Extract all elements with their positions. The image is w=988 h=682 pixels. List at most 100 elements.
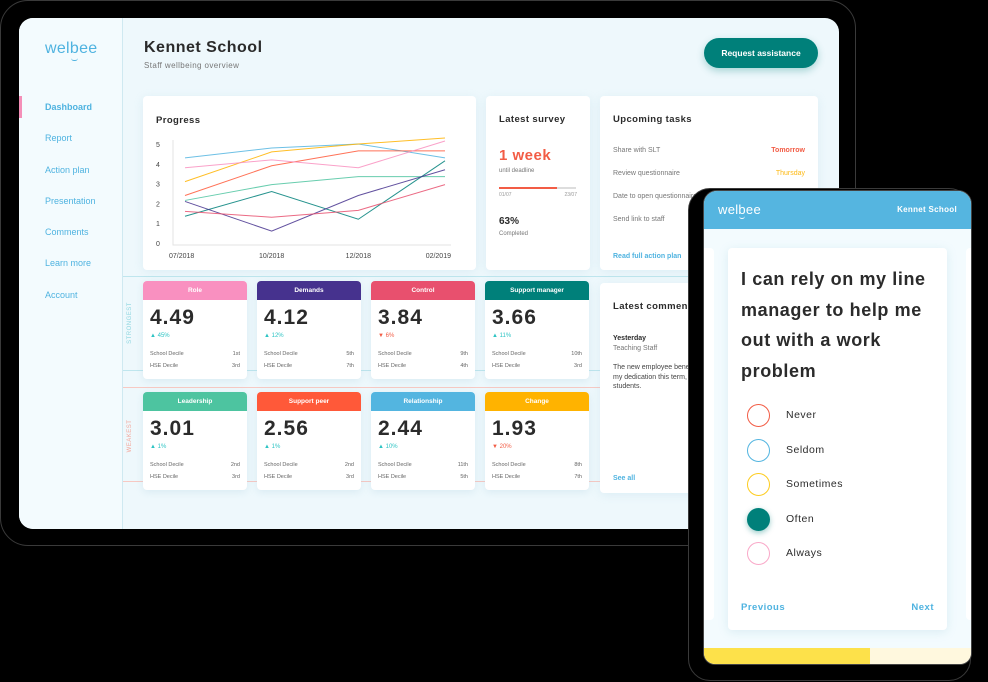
score-category: Relationship [371,392,475,411]
previous-button[interactable]: Previous [741,602,786,613]
score-category: Demands [257,281,361,300]
hse-decile-label: HSE Decile [264,474,293,480]
task-item[interactable]: Date to open questionnaire [613,193,805,205]
next-question-card-peek[interactable] [966,248,971,620]
task-due: Thursday [775,170,805,177]
option-label: Often [786,512,815,525]
tablet-device: welbee Dashboard Report Action plan Pres… [0,0,856,546]
hse-decile-label: HSE Decile [150,474,179,480]
see-all-comments-link[interactable]: See all [613,475,636,482]
survey-deadline-bar [499,187,576,189]
school-decile-label: School Decile [264,351,298,357]
school-decile-label: School Decile [150,351,184,357]
series-line-change[interactable] [184,137,446,183]
sidebar-item-dashboard[interactable]: Dashboard [19,95,122,129]
survey-deadline-value: 1 week [499,147,552,164]
hse-decile-row: HSE Decile 7th [492,474,582,480]
survey-completed-percent: 63% [499,216,520,227]
score-card-control[interactable]: Control 3.84 ▼ 6% School Decile 9th HSE Decil… [371,281,475,379]
task-name: Date to open questionnaire [613,193,698,200]
hse-decile-value: 3rd [232,363,240,369]
score-change: ▼ 20% [492,444,512,450]
score-change-value: 6% [385,333,395,339]
triangle-up-icon: ▲ [150,444,156,450]
task-name: Send link to staff [613,216,665,223]
series-line-leadership[interactable] [184,176,445,201]
next-button[interactable]: Next [911,602,934,613]
radio-button[interactable] [747,473,770,496]
score-card-support-manager[interactable]: Support manager 3.66 ▲ 11% School Decile 10t… [485,281,589,379]
phone-logo-text: welbee [718,202,761,217]
task-item[interactable]: Send link to staff [613,216,805,228]
hse-decile-row: HSE Decile 3rd [150,363,240,369]
radio-button[interactable] [747,438,770,462]
task-item[interactable]: Review questionnaire Thursday [613,170,805,182]
score-card-relationship[interactable]: Relationship 2.44 ▲ 10% School Decile 11th HS… [371,392,475,490]
sidebar-item-learn-more[interactable]: Learn more [45,258,92,269]
series-line-demands[interactable] [184,169,446,232]
score-card-leadership[interactable]: Leadership 3.01 ▲ 1% School Decile 2nd HSE De… [143,392,247,490]
sidebar-item-action-plan[interactable]: Action plan [45,164,90,175]
score-change: ▲ 11% [492,333,511,339]
score-card-change[interactable]: Change 1.93 ▼ 20% School Decile 8th HSE Decil… [485,392,589,490]
score-card-role[interactable]: Role 4.49 ▲ 45% School Decile 1st HSE Decile 3… [143,281,247,379]
score-card-demands[interactable]: Demands 4.12 ▲ 12% School Decile 5th HSE Deci… [257,281,361,379]
welbee-logo[interactable]: welbee [45,40,98,61]
hse-decile-label: HSE Decile [492,474,521,480]
hse-decile-label: HSE Decile [150,363,179,369]
weakest-band-bottom-line [123,481,839,482]
task-name: Review questionnaire [613,170,680,177]
phone-school-name: Kennet School [897,205,957,214]
school-decile-value: 2nd [344,462,354,468]
y-tick-label: 5 [156,142,160,149]
score-category: Control [371,281,475,300]
radio-button[interactable] [747,507,770,531]
radio-button[interactable] [747,404,770,427]
survey-completed-label: Completed [499,231,529,237]
option-label: Never [786,409,817,421]
score-change: ▲ 10% [378,444,398,450]
x-tick-label: 10/2018 [259,253,284,260]
series-line-control[interactable] [184,184,446,218]
sidebar-item-account[interactable]: Account [45,289,78,300]
series-line-support-peer[interactable] [184,150,445,196]
hse-decile-label: HSE Decile [378,474,407,480]
comment-author-group: Teaching Staff [613,345,658,352]
score-change-value: 10% [385,444,398,450]
sidebar-item-report[interactable]: Report [45,133,73,144]
comments-title: Latest comments [613,301,698,312]
read-action-plan-link[interactable]: Read full action plan [613,253,682,260]
radio-button[interactable] [747,542,770,565]
sidebar-item-comments[interactable]: Comments [45,227,89,238]
score-change-value: 11% [499,333,512,339]
score-category: Change [485,392,589,411]
request-assistance-button[interactable]: Request assistance [704,38,818,68]
sidebar-item-presentation[interactable]: Presentation [45,195,96,206]
hse-decile-value: 4th [460,363,468,369]
school-decile-value: 9th [460,351,468,357]
series-line-support-manager[interactable] [184,160,446,220]
y-tick-label: 3 [156,182,160,189]
score-change: ▲ 1% [264,444,280,450]
previous-question-card-peek[interactable] [704,248,714,620]
score-value: 4.12 [264,306,309,329]
y-tick-label: 0 [156,241,160,248]
survey-until-label: until deadline [499,168,535,174]
task-item[interactable]: Share with SLT Tomorrow [613,147,805,159]
logo-text: welbee [45,40,98,57]
task-due: Tomorrow [771,147,805,154]
hse-decile-row: HSE Decile 3rd [150,474,240,480]
score-change-value: 1% [271,444,281,450]
school-decile-row: School Decile 8th [492,462,582,468]
school-decile-label: School Decile [264,462,298,468]
school-decile-label: School Decile [492,462,526,468]
sidebar: welbee Dashboard Report Action plan Pres… [19,18,123,529]
question-card: I can rely on my line manager to help me… [728,248,947,630]
phone-welbee-logo[interactable]: welbee [718,202,761,219]
score-card-support-peer[interactable]: Support peer 2.56 ▲ 1% School Decile 2nd HSE … [257,392,361,490]
dashboard-screen: welbee Dashboard Report Action plan Pres… [19,18,839,529]
hse-decile-value: 3rd [346,474,354,480]
score-change: ▼ 6% [378,333,394,339]
progress-line-chart: 0 1 2 3 4 5 07/2018 10/2018 12/2018 02/2019 [156,137,451,260]
series-line-role[interactable] [184,140,446,169]
